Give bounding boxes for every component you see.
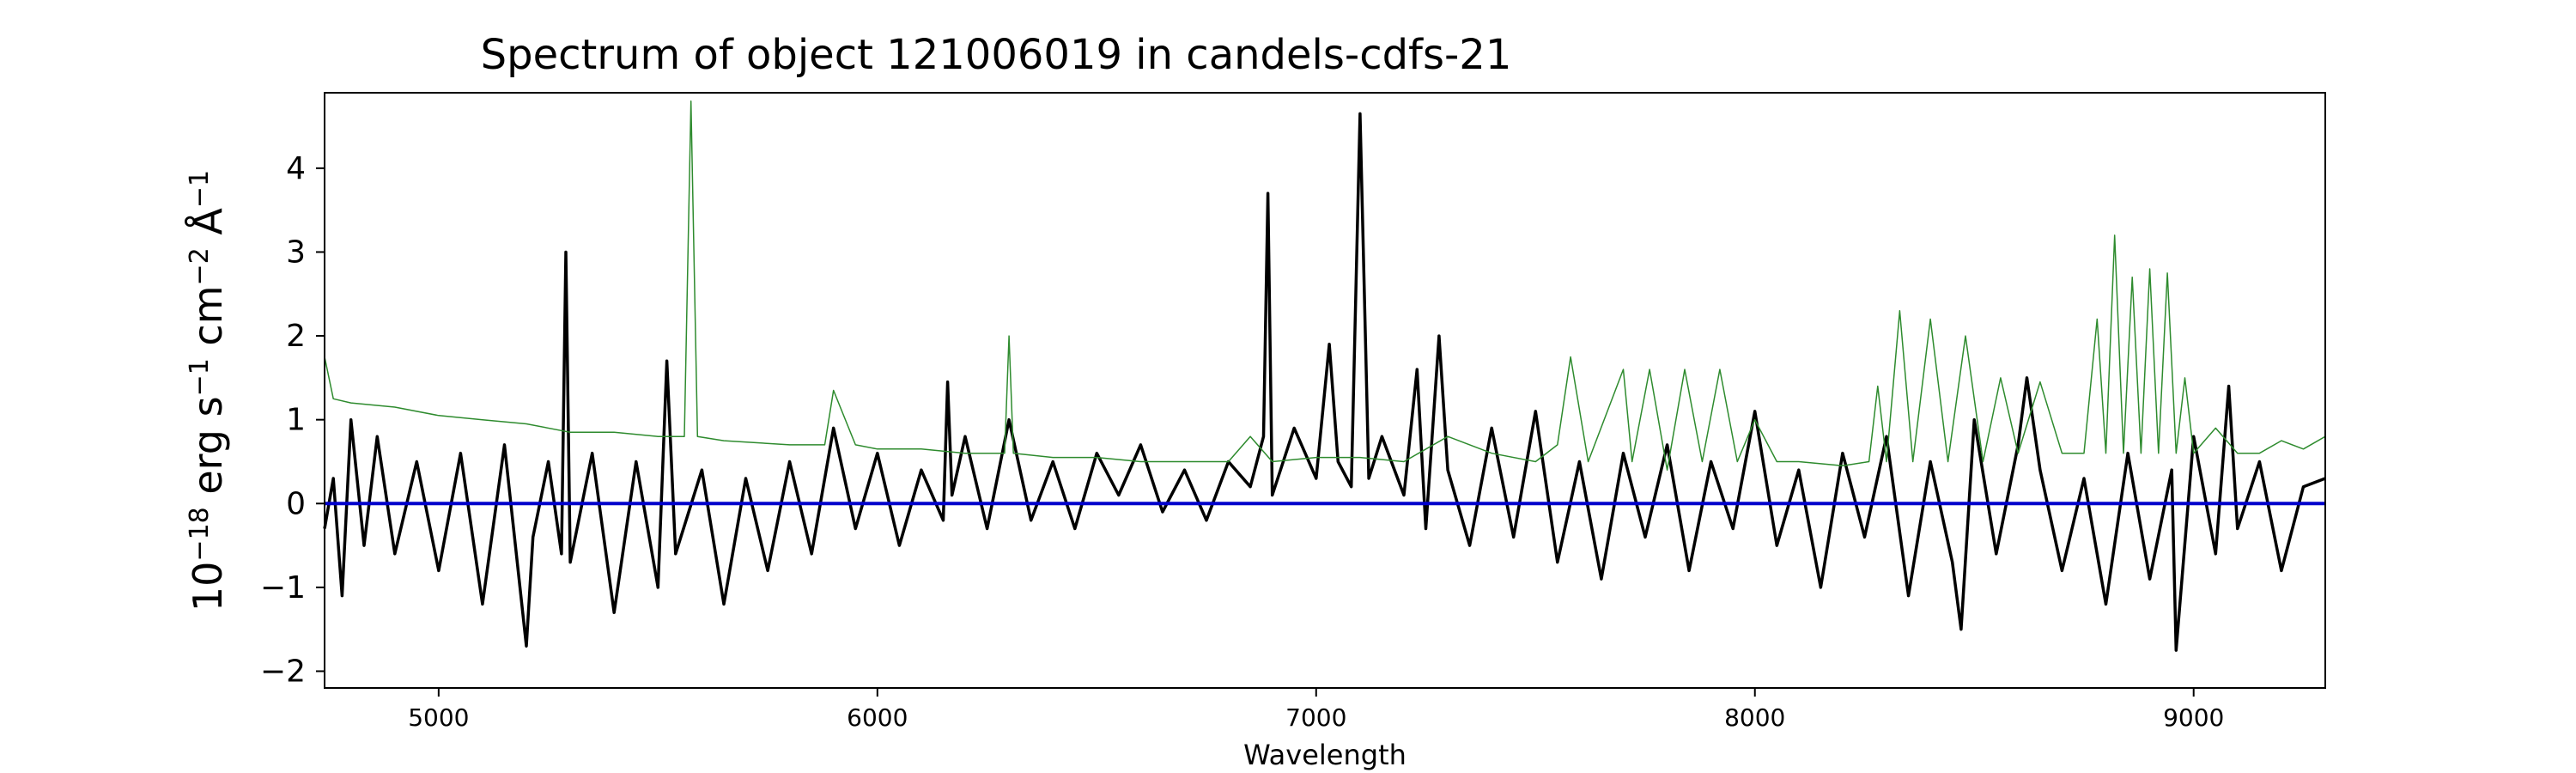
y-tick-label: 1 — [286, 403, 306, 438]
x-axis-label: Wavelength — [1243, 739, 1406, 771]
y-tick-label: −2 — [260, 654, 306, 689]
chart-title: Spectrum of object 121006019 in candels-… — [481, 31, 1512, 79]
error-spectrum-line — [324, 100, 2326, 471]
x-tick-label: 5000 — [408, 703, 469, 732]
x-tick-label: 6000 — [847, 703, 908, 732]
x-tick-label: 9000 — [2163, 703, 2224, 732]
y-tick-label: 2 — [286, 319, 306, 354]
y-axis-label: 10−18 erg s−1 cm−2 Å−1 — [185, 170, 231, 612]
plot-area — [323, 100, 2326, 652]
axes-frame — [324, 92, 2326, 689]
x-tick-label: 8000 — [1724, 703, 1785, 732]
y-tick-label: 0 — [286, 486, 306, 521]
y-axis: −2 −1 0 1 2 3 4 — [260, 151, 325, 689]
y-tick-label: 3 — [286, 234, 306, 270]
y-tick-label: 4 — [286, 151, 306, 186]
x-axis: 5000 6000 7000 8000 9000 — [408, 688, 2224, 732]
x-tick-label: 7000 — [1285, 703, 1346, 732]
flux-spectrum-line — [323, 112, 2326, 652]
y-tick-label: −1 — [260, 570, 306, 606]
